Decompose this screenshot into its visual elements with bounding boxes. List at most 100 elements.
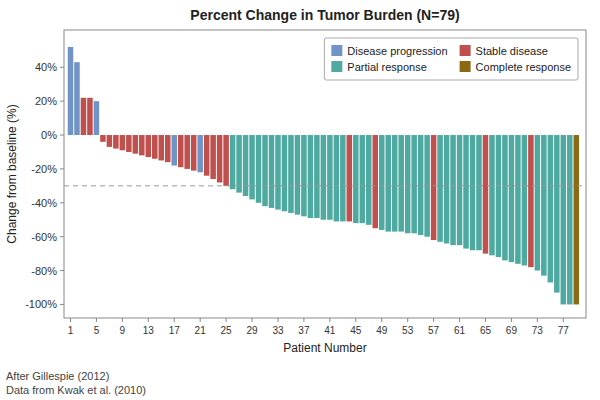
x-axis-label: Patient Number <box>283 341 366 355</box>
bar <box>463 135 469 249</box>
bar <box>184 135 190 169</box>
bar <box>418 135 424 235</box>
x-tick <box>226 318 227 322</box>
y-tick <box>60 236 64 237</box>
y-tick <box>60 101 64 102</box>
x-tick-label: 37 <box>298 325 310 336</box>
bar <box>249 135 255 199</box>
bar <box>120 135 126 150</box>
footnote: After Gillespie (2012) <box>6 370 109 382</box>
bar <box>295 135 301 215</box>
bar <box>360 135 366 223</box>
x-tick-label: 61 <box>454 325 466 336</box>
y-tick-label: -100% <box>25 298 57 310</box>
y-tick-label: -20% <box>31 163 57 175</box>
bar <box>567 135 573 304</box>
x-tick-label: 41 <box>324 325 336 336</box>
bar <box>385 135 391 232</box>
legend-box <box>324 38 578 80</box>
bar <box>334 135 340 221</box>
x-tick-label: 17 <box>169 325 181 336</box>
y-tick-label: -60% <box>31 231 57 243</box>
y-tick <box>60 168 64 169</box>
bar <box>535 135 541 271</box>
x-tick-label: 9 <box>120 325 126 336</box>
bar <box>262 135 268 206</box>
bar <box>87 98 93 135</box>
bar <box>327 135 333 220</box>
bar <box>165 135 171 162</box>
x-tick-label: 25 <box>221 325 233 336</box>
bar <box>411 135 417 233</box>
bar <box>204 135 210 176</box>
bar <box>476 135 482 250</box>
bar <box>314 135 320 218</box>
x-tick-label: 73 <box>532 325 544 336</box>
bar <box>548 135 554 282</box>
bar <box>100 135 106 142</box>
bar <box>353 135 359 223</box>
bar <box>444 135 450 243</box>
x-tick <box>433 318 434 322</box>
bar <box>275 135 281 210</box>
legend-label: Stable disease <box>476 45 548 57</box>
bar <box>210 135 216 179</box>
bar <box>113 135 119 149</box>
x-tick-label: 65 <box>480 325 492 336</box>
bar <box>528 135 534 267</box>
bar <box>81 98 87 135</box>
x-tick <box>303 318 304 322</box>
bar <box>470 135 476 250</box>
reference-line <box>64 185 586 186</box>
bar <box>574 135 580 304</box>
x-tick <box>200 318 201 322</box>
legend-swatch <box>460 61 471 72</box>
x-tick <box>563 318 564 322</box>
bar <box>146 135 152 157</box>
bar <box>450 135 456 245</box>
x-tick-label: 53 <box>402 325 414 336</box>
bar <box>502 135 508 260</box>
footnote: Data from Kwak et al. (2010) <box>6 384 146 396</box>
x-tick-label: 69 <box>506 325 518 336</box>
bar <box>496 135 502 257</box>
bar <box>457 135 463 245</box>
x-tick <box>148 318 149 322</box>
bar <box>68 47 74 135</box>
x-tick-label: 77 <box>558 325 570 336</box>
bar <box>437 135 443 242</box>
bar <box>197 135 203 172</box>
bar <box>243 135 249 196</box>
bar <box>301 135 307 216</box>
bar <box>230 135 236 189</box>
bar <box>515 135 521 264</box>
x-tick <box>537 318 538 322</box>
bar <box>217 135 223 182</box>
legend: Disease progressionPartial responseStabl… <box>324 38 578 80</box>
bar <box>321 135 327 220</box>
legend-swatch <box>331 45 342 56</box>
x-tick <box>485 318 486 322</box>
bar <box>372 135 378 228</box>
x-tick-label: 57 <box>428 325 440 336</box>
bar <box>398 135 404 232</box>
x-tick <box>277 318 278 322</box>
legend-label: Complete response <box>476 61 571 73</box>
bar <box>126 135 132 152</box>
bar <box>509 135 515 262</box>
bar <box>74 62 80 135</box>
y-tick-label: -40% <box>31 197 57 209</box>
x-tick <box>96 318 97 322</box>
bars <box>68 47 579 305</box>
x-tick <box>70 318 71 322</box>
y-tick-label: 0% <box>41 129 57 141</box>
bar <box>94 101 100 135</box>
y-tick-label: -80% <box>31 265 57 277</box>
bar <box>392 135 398 232</box>
legend-label: Partial response <box>347 61 427 73</box>
bar <box>561 135 567 304</box>
y-tick-label: 40% <box>35 61 57 73</box>
bar <box>223 135 229 186</box>
x-tick-label: 45 <box>350 325 362 336</box>
bar <box>308 135 314 218</box>
